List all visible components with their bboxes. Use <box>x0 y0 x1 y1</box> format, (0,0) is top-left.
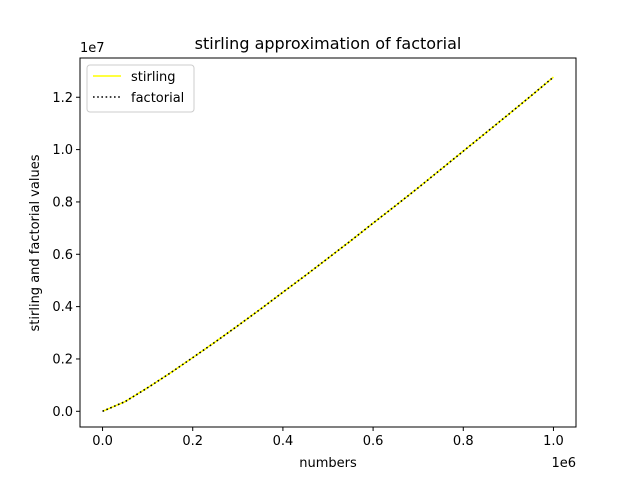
legend: stirling factorial <box>86 64 195 113</box>
plot-area-frame <box>79 57 577 428</box>
y-tick-label: 0.4 <box>52 300 73 315</box>
y-tick-label: 0.0 <box>52 405 73 420</box>
y-offset-label: 1e7 <box>80 41 105 56</box>
x-offset-label: 1e6 <box>551 456 576 471</box>
x-axis-label: numbers <box>299 456 357 471</box>
y-tick-label: 0.8 <box>52 195 73 210</box>
x-axis: 0.0 0.2 0.4 0.6 0.8 1.0 <box>92 427 564 449</box>
x-tick-label: 0.6 <box>363 434 384 449</box>
y-axis-label: stirling and factorial values <box>28 154 43 331</box>
x-tick-label: 0.8 <box>453 434 474 449</box>
y-tick-label: 0.6 <box>52 248 73 263</box>
y-tick-label: 1.0 <box>52 143 73 158</box>
x-tick-label: 0.4 <box>273 434 294 449</box>
series-line-stirling <box>102 76 554 413</box>
legend-label-stirling: stirling <box>131 70 176 85</box>
x-tick-label: 0.2 <box>182 434 203 449</box>
legend-label-factorial: factorial <box>131 91 184 106</box>
y-axis: 0.0 0.2 0.4 0.6 0.8 1.0 1.2 <box>52 91 80 420</box>
x-tick-label: 1.0 <box>543 434 564 449</box>
series-line-factorial <box>102 76 554 413</box>
series-layer <box>102 76 554 413</box>
chart-title: stirling approximation of factorial <box>195 34 462 53</box>
y-tick-label: 0.2 <box>52 352 73 367</box>
y-tick-label: 1.2 <box>52 91 73 106</box>
x-tick-label: 0.0 <box>92 434 113 449</box>
